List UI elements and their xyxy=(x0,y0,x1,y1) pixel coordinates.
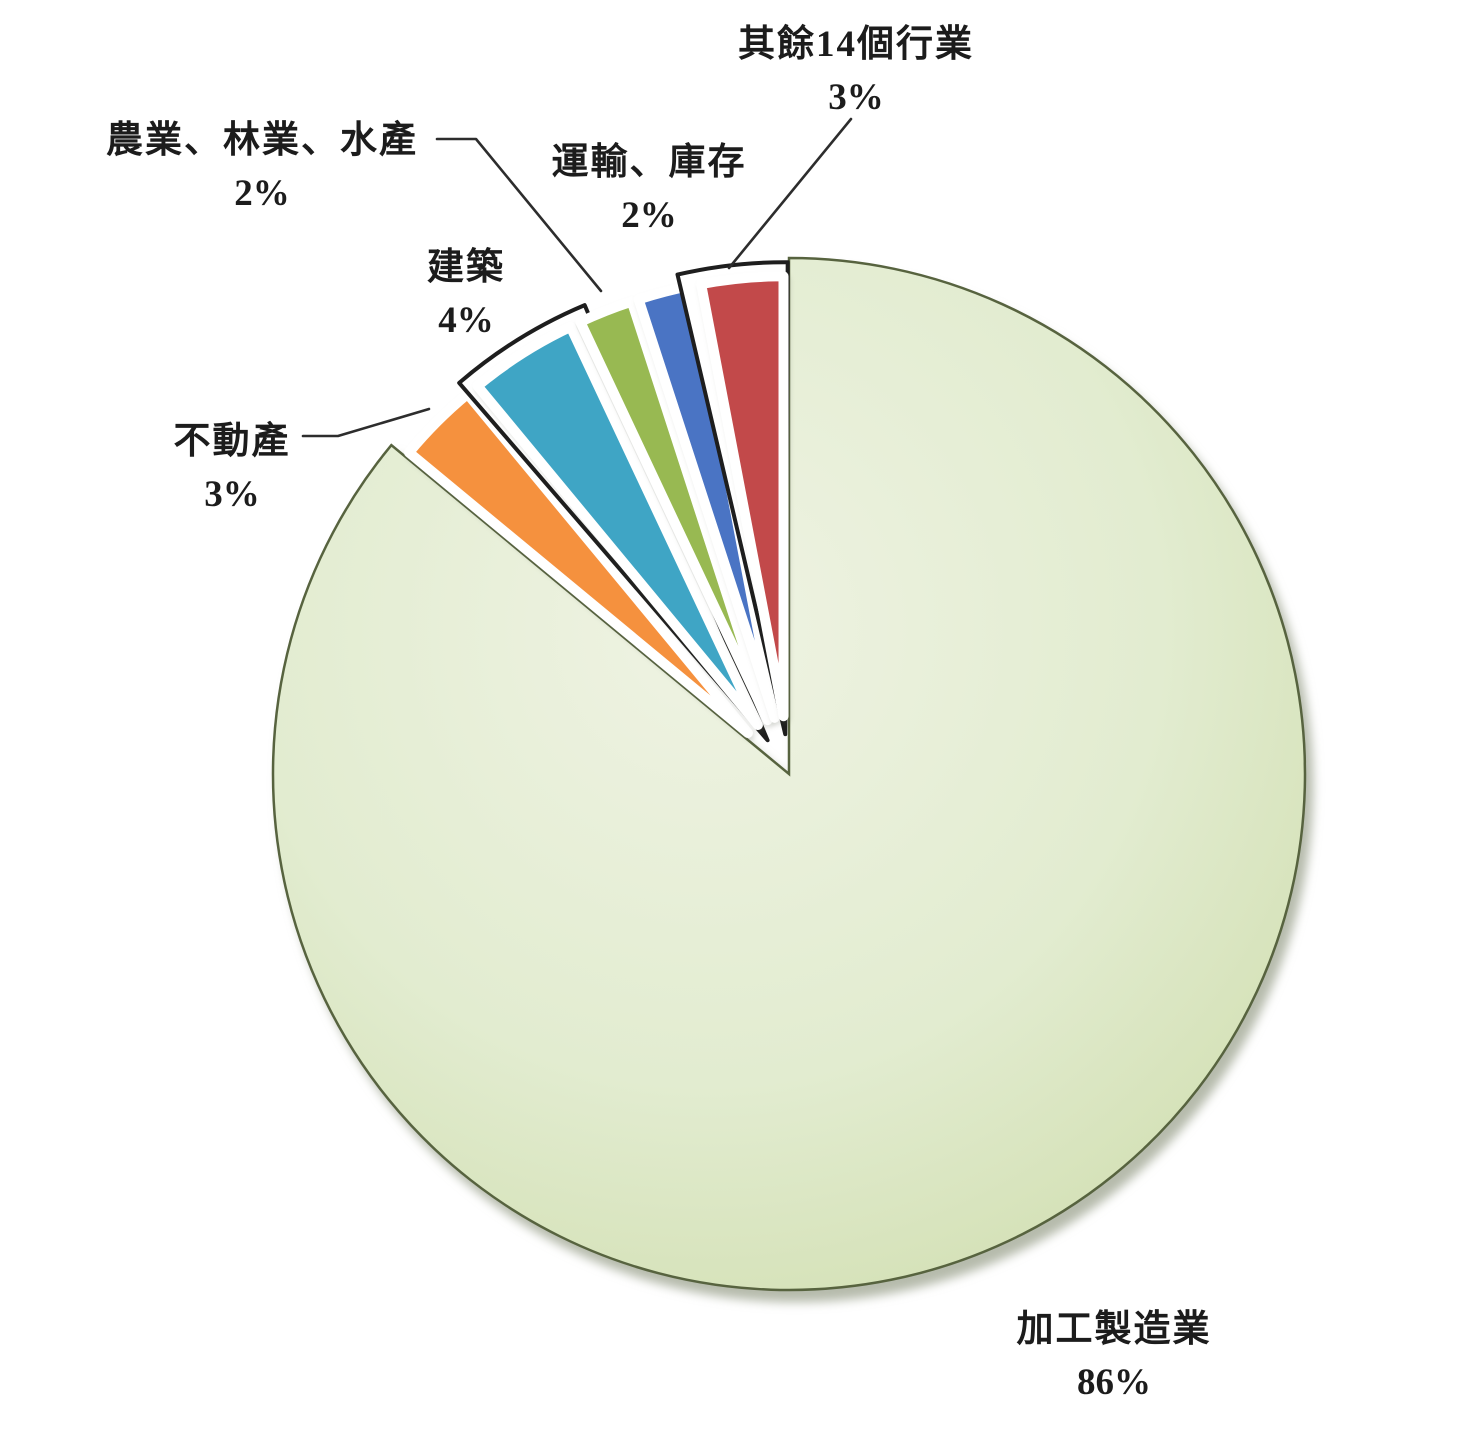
leader-line-agriculture-forestry-fishery xyxy=(435,137,603,293)
leader-line-other-14-industries xyxy=(727,117,853,270)
leader-line-real-estate xyxy=(301,407,431,438)
label-real-estate: 不動產 3% xyxy=(174,415,291,521)
label-construction: 建築 4% xyxy=(427,241,505,347)
slice-pct-text: 2% xyxy=(234,173,290,214)
label-other-14-industries: 其餘14個行業 3% xyxy=(738,18,974,124)
slice-label-text: 農業、林業、水產 xyxy=(106,120,418,161)
slice-label-text: 其餘14個行業 xyxy=(738,24,974,65)
slice-pct-text: 3% xyxy=(828,77,884,118)
slice-2-wedge[interactable] xyxy=(472,321,763,731)
slice-3-wedge[interactable] xyxy=(575,296,773,726)
slice-pct-text: 86% xyxy=(1077,1362,1151,1403)
label-agriculture-forestry-fishery: 農業、林業、水產 2% xyxy=(106,114,418,220)
slice-label-text: 加工製造業 xyxy=(1016,1309,1212,1350)
slice-pct-text: 4% xyxy=(438,300,494,341)
slice-pct-text: 3% xyxy=(204,474,260,515)
slice-label-text: 不動產 xyxy=(173,421,291,462)
slice-label-text: 建築 xyxy=(427,247,505,288)
slice-0-wedge[interactable] xyxy=(271,256,1307,1292)
pie-wedges xyxy=(271,256,1307,1292)
slice-label-text: 運輸、庫存 xyxy=(551,142,747,183)
label-processing-manufacturing: 加工製造業 86% xyxy=(1017,1303,1212,1409)
label-transport-inventory: 運輸、庫存 2% xyxy=(552,136,747,242)
leader-lines xyxy=(301,117,853,438)
slice-5-wedge[interactable] xyxy=(696,271,789,722)
slice-pct-text: 2% xyxy=(621,195,677,236)
